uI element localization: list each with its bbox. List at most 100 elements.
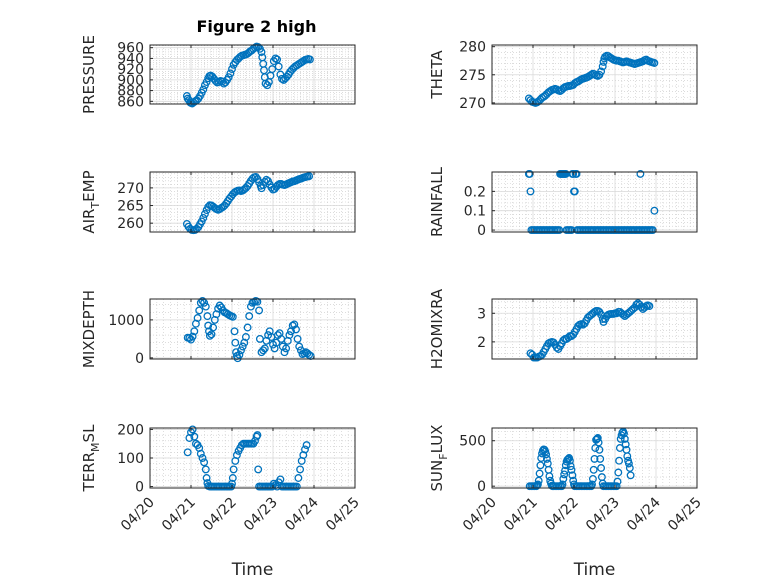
y-axis-label-subscript: T [89, 202, 102, 210]
data-point [292, 325, 300, 334]
data-point [209, 323, 218, 332]
data-point [526, 187, 535, 196]
data-point [290, 320, 299, 329]
data-point [626, 471, 635, 480]
data-point [205, 331, 214, 340]
data-point [273, 55, 282, 64]
data-point [620, 429, 628, 438]
data-point [533, 481, 542, 490]
y-tick-label: 270 [117, 181, 144, 197]
y-tick-label: 960 [117, 41, 144, 57]
data-point [190, 327, 199, 336]
x-tick-label: 04/22 [542, 495, 582, 535]
data-point [305, 55, 314, 64]
panel-theta: 270 275 280 THETA [428, 40, 698, 112]
y-tick-label: 0 [477, 223, 486, 239]
data-point [268, 65, 277, 74]
panel-h2omixra: 2 3 H2OMIXRA [428, 288, 698, 369]
data-point [237, 346, 245, 355]
y-axis-label-pressure: PRESSURE [80, 35, 98, 114]
data-point [534, 476, 543, 485]
major-grid-rainfall [492, 172, 697, 232]
data-point [228, 65, 236, 74]
y-axis-label-subscript: M [89, 442, 102, 452]
data-point [542, 454, 551, 463]
data-point [280, 348, 289, 357]
data-point [621, 440, 630, 449]
data-point [614, 468, 623, 477]
data-point [650, 206, 659, 215]
data-point [593, 434, 602, 442]
data-point [254, 465, 263, 474]
data-point [559, 474, 568, 483]
y-axis-label-mixdepth: MIXDEPTH [80, 290, 98, 368]
data-point [188, 332, 197, 341]
series-sun-flux [525, 427, 635, 491]
data-point [183, 448, 192, 457]
x-tick-label: 04/20 [460, 495, 500, 535]
data-point [567, 226, 576, 235]
data-point [259, 346, 268, 355]
axes-box-air-temp [149, 171, 356, 233]
data-point [274, 62, 283, 71]
data-point [198, 296, 207, 305]
data-point [300, 349, 309, 358]
data-point [203, 312, 212, 321]
y-tick-label: 0 [135, 480, 144, 496]
data-point [599, 57, 608, 66]
y-tick-label: 3 [477, 306, 486, 322]
data-point [624, 459, 633, 468]
data-point [595, 445, 604, 454]
y-tick-label: 900 [117, 73, 144, 89]
y-axis-label-rest: EMP [80, 170, 98, 201]
data-point [296, 465, 305, 474]
data-point [555, 226, 564, 235]
y-tick-label: 280 [459, 40, 486, 56]
y-tick-label: 0.2 [464, 184, 486, 200]
panel-rainfall: 0 0.1 0.2 RAINFALL [428, 166, 698, 239]
data-point [568, 471, 577, 480]
data-point [243, 323, 252, 332]
y-tick-label: 880 [117, 84, 144, 100]
panel-sun-flux: 0 500 SUNFLUX 04/20 04/21 04/22 04/23 04/24 04/2… [428, 425, 705, 580]
y-tick-label: 920 [117, 62, 144, 78]
data-point [305, 172, 314, 181]
x-tick-label: 04/23 [583, 495, 623, 535]
data-point [645, 302, 654, 311]
data-point [200, 210, 209, 218]
data-point [302, 441, 311, 450]
x-tick-label: 04/22 [200, 495, 240, 535]
data-point [271, 54, 280, 63]
series-mixdepth [183, 296, 315, 363]
data-point [294, 474, 303, 482]
y-tick-label: 860 [117, 94, 144, 110]
axes-box-mixdepth [149, 298, 356, 360]
major-grid-theta [492, 45, 697, 104]
data-point [596, 454, 605, 463]
data-point [193, 314, 202, 322]
y-axis-label-main: AIR [80, 209, 98, 234]
y-axis-label-air-temp: AIRTEMP [80, 170, 102, 233]
data-point [255, 306, 264, 315]
series-h2omixra [526, 299, 654, 362]
data-point [260, 344, 269, 353]
data-point [569, 476, 578, 485]
y-axis-label-theta: THETA [428, 50, 446, 100]
data-point [228, 312, 237, 321]
x-axis-label: Time [573, 560, 616, 580]
data-point [199, 213, 208, 222]
data-point [245, 312, 254, 321]
data-point [285, 331, 294, 340]
data-point [229, 465, 238, 474]
x-tick-label: 04/25 [323, 495, 363, 535]
panel-terr-msl: 0 100 200 TERRMSL 04/20 04/21 04/22 04/23 04/24 0… [80, 422, 363, 580]
y-tick-label: 270 [459, 96, 486, 112]
y-axis-label-rest: LUX [428, 425, 446, 454]
axes-box-h2omixra [491, 298, 698, 360]
data-point [202, 474, 211, 482]
y-axis-label-subscript: F [437, 453, 450, 459]
data-point [625, 464, 634, 472]
axes-box-rainfall [491, 171, 698, 233]
